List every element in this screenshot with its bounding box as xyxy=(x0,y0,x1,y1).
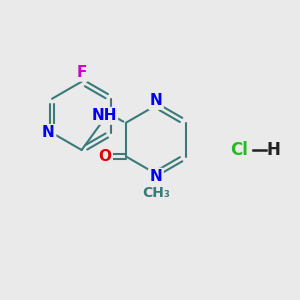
Text: NH: NH xyxy=(91,108,117,123)
Text: Cl: Cl xyxy=(230,141,248,159)
Text: CH₃: CH₃ xyxy=(142,186,170,200)
Text: N: N xyxy=(150,94,162,109)
Text: N: N xyxy=(42,125,55,140)
Text: O: O xyxy=(98,149,111,164)
Text: H: H xyxy=(266,141,280,159)
Text: F: F xyxy=(76,65,87,80)
Text: N: N xyxy=(150,169,162,184)
